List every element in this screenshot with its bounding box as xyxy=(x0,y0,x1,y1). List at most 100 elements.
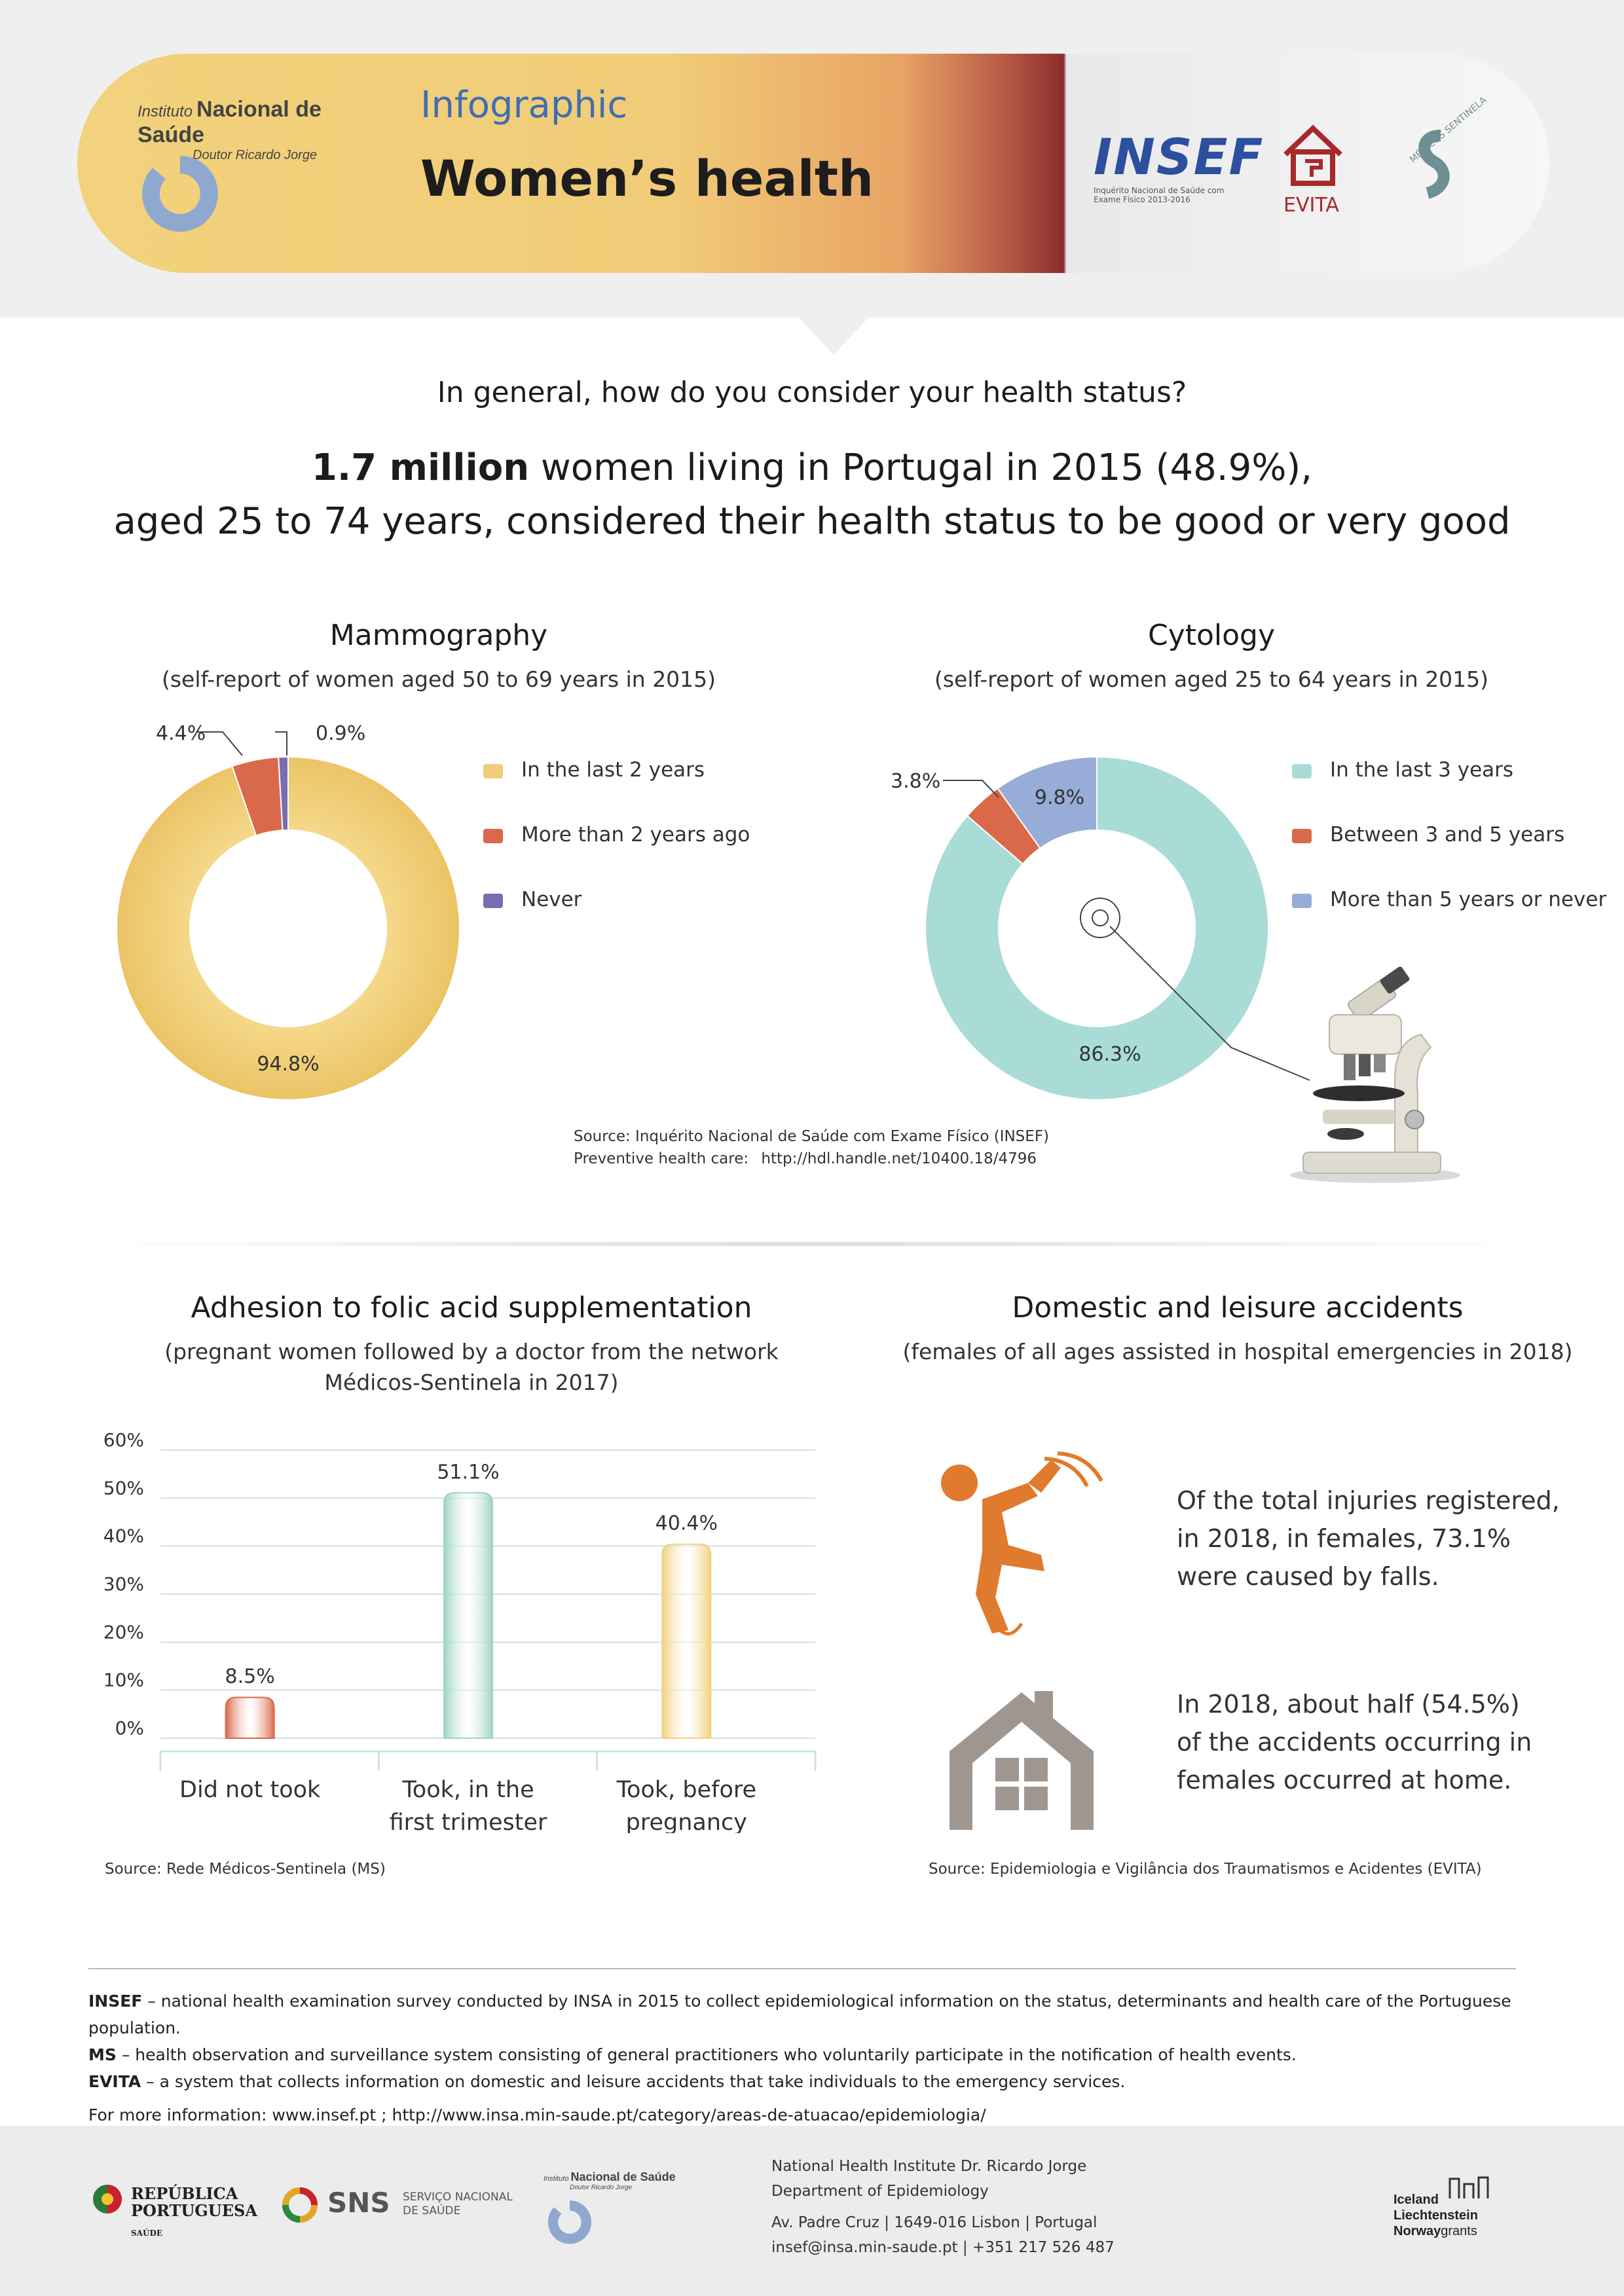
source-evita: Source: Epidemiologia e Vigilância dos T… xyxy=(929,1861,1482,1878)
falling-person-icon xyxy=(941,1451,1103,1635)
republica-line: PORTUGUESA xyxy=(131,2201,257,2220)
legend-swatch xyxy=(1292,763,1312,778)
source-insef-preventive-label: Preventive health care: xyxy=(574,1150,749,1167)
insa-emblem-icon xyxy=(142,156,218,232)
mammography-label-never: 0.9% xyxy=(316,722,365,745)
bar-2 xyxy=(661,1543,712,1739)
evita-logo-name: EVITA xyxy=(1283,194,1339,217)
grants-line: Liechtenstein xyxy=(1393,2208,1478,2223)
legend-label: More than 5 years or never xyxy=(1330,888,1607,911)
insa-logo-line3: Doutor Ricardo Jorge xyxy=(193,148,318,162)
page-title: Women’s health xyxy=(420,149,874,208)
mammography-label-last-2-years: 94.8% xyxy=(257,1053,319,1076)
accidents-falls-line: Of the total injuries registered, xyxy=(1177,1486,1560,1515)
y-tick-label: 30% xyxy=(103,1573,144,1595)
x-category-label: first trimester xyxy=(390,1810,547,1833)
insa-logo-line2: Nacional de Saúde xyxy=(138,97,322,147)
insef-logo-caption1: Inquérito Nacional de Saúde com xyxy=(1094,186,1225,195)
glossary-evita-term: EVITA xyxy=(88,2072,141,2091)
legend-label: More than 2 years ago xyxy=(521,823,750,847)
intro-highlight-line1: 1.7 million women living in Portugal in … xyxy=(0,446,1624,489)
header-banner xyxy=(77,54,1549,273)
mammography-leader-0 xyxy=(275,731,287,756)
cytology-label-last-3-years: 86.3% xyxy=(1079,1043,1141,1066)
accidents-subtitle: (females of all ages assisted in hospita… xyxy=(902,1339,1573,1364)
mammography-legend: In the last 2 years More than 2 years ag… xyxy=(483,758,750,911)
insa-logo-line1: Instituto xyxy=(138,103,193,120)
cytology-donut-chart: 3.8% 9.8% 86.3% xyxy=(891,756,1310,1101)
address-email-link[interactable]: insef@insa.min-saude.pt | +351 217 526 4… xyxy=(771,2239,1115,2256)
bar-value-label: 8.5% xyxy=(225,1666,275,1688)
accidents-home-line: In 2018, about half (54.5%) xyxy=(1177,1690,1520,1719)
source-insef-url-link[interactable]: http://hdl.handle.net/10400.18/4796 xyxy=(761,1150,1037,1167)
y-tick-label: 60% xyxy=(103,1429,144,1451)
legend-item: More than 2 years ago xyxy=(483,823,750,888)
cytology-label-between-3-5: 3.8% xyxy=(891,770,940,793)
y-tick-label: 40% xyxy=(103,1525,144,1547)
source-insef-preventive: Preventive health care: http://hdl.handl… xyxy=(574,1150,1037,1167)
y-tick-label: 50% xyxy=(103,1477,144,1499)
grants-line: Norway xyxy=(1393,2224,1441,2238)
legend-swatch xyxy=(483,763,503,778)
evita-house-icon xyxy=(1283,124,1342,186)
cytology-label-more-than-5: 9.8% xyxy=(1035,786,1084,809)
eea-grants-logo: Iceland Liechtenstein Norwaygrants xyxy=(1393,2192,1478,2239)
cytology-title: Cytology xyxy=(1147,619,1276,652)
legend-item: In the last 2 years xyxy=(483,758,750,823)
legend-swatch xyxy=(483,828,503,843)
house-icon xyxy=(950,1691,1094,1830)
insef-logo: INSEF Inquérito Nacional de Saúde com Ex… xyxy=(1094,128,1263,204)
glossary: INSEF – national health examination surv… xyxy=(88,1988,1562,2128)
republica-portuguesa-emblem-icon xyxy=(93,2185,122,2214)
medicos-sentinela-logo-icon xyxy=(1418,130,1450,199)
bar-1 xyxy=(443,1492,493,1739)
glossary-insef: INSEF – national health examination surv… xyxy=(88,1988,1562,2041)
y-tick-label: 0% xyxy=(115,1717,144,1739)
sns-logo-name: SNS xyxy=(327,2187,390,2219)
mammography-donut-chart: 4.4% 0.9% 94.8% xyxy=(116,722,460,1101)
footer-insa-logo: Instituto Nacional de Saúde Doutor Ricard… xyxy=(544,2170,701,2191)
footer-address: National Health Institute Dr. Ricardo Jo… xyxy=(771,2154,1115,2260)
intro-question: In general, how do you consider your hea… xyxy=(437,376,1187,409)
source-ms: Source: Rede Médicos-Sentinela (MS) xyxy=(105,1861,386,1878)
sns-ring-icon xyxy=(282,2187,318,2223)
folic-bar-chart: 0% 10% 20% 30% 40% 50% 60% 8.5% Did not took 51.1… xyxy=(103,1429,817,1833)
x-category-label: Took, in the xyxy=(401,1777,534,1803)
footer-insa-line2: Nacional de Saúde xyxy=(570,2170,676,2183)
accidents-home-line: of the accidents occurring in xyxy=(1177,1728,1532,1757)
header-pointer xyxy=(796,314,872,355)
sns-sub-line: DE SAÚDE xyxy=(403,2204,461,2217)
folic-subtitle-line2: Médicos-Sentinela in 2017) xyxy=(324,1370,619,1395)
accidents-falls-text: Of the total injuries registered, in 201… xyxy=(1177,1482,1570,1595)
accidents-home-text: In 2018, about half (54.5%) of the accid… xyxy=(1177,1685,1570,1799)
footer-insa-line1: Instituto xyxy=(544,2175,569,2183)
y-tick-label: 20% xyxy=(103,1621,144,1643)
glossary-more-info[interactable]: For more information: www.insef.pt ; htt… xyxy=(88,2105,986,2124)
legend-item: In the last 3 years xyxy=(1292,758,1606,823)
footer-insa-line3: Doutor Ricardo Jorge xyxy=(570,2184,633,2191)
legend-label: Between 3 and 5 years xyxy=(1330,823,1565,847)
legend-label: In the last 2 years xyxy=(521,758,705,782)
legend-item: Between 3 and 5 years xyxy=(1292,823,1606,888)
mammography-label-more-than-2-years: 4.4% xyxy=(156,722,206,745)
republica-portuguesa-logo: REPÚBLICA PORTUGUESA SAÚDE xyxy=(131,2185,257,2242)
footer-band xyxy=(0,2126,1624,2296)
header-kicker: Infographic xyxy=(420,84,628,126)
x-category-label: Took, before xyxy=(616,1777,756,1803)
republica-line: REPÚBLICA xyxy=(131,2184,238,2203)
section-divider xyxy=(59,1241,1565,1247)
legend-swatch xyxy=(1292,828,1312,843)
x-category-label: Did not took xyxy=(179,1777,321,1803)
eea-grants-icon xyxy=(1449,2176,1489,2198)
sns-sub-line: SERVIÇO NACIONAL xyxy=(403,2191,513,2204)
grants-line: Iceland xyxy=(1393,2193,1439,2207)
cytology-legend: In the last 3 years Between 3 and 5 year… xyxy=(1292,758,1606,911)
glossary-divider xyxy=(88,1968,1516,1969)
address-line: National Health Institute Dr. Ricardo Jo… xyxy=(771,2158,1087,2175)
glossary-insef-text: – national health examination survey con… xyxy=(88,1992,1511,2037)
legend-item: More than 5 years or never xyxy=(1292,888,1606,911)
legend-swatch xyxy=(1292,893,1312,908)
accidents-falls-line: were caused by falls. xyxy=(1177,1562,1439,1591)
x-category-label: pregnancy xyxy=(626,1810,747,1833)
mammography-title: Mammography xyxy=(329,619,548,652)
